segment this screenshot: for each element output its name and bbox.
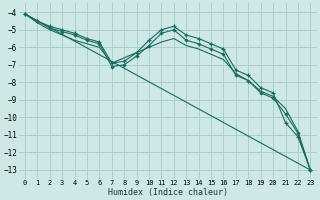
X-axis label: Humidex (Indice chaleur): Humidex (Indice chaleur) — [108, 188, 228, 197]
